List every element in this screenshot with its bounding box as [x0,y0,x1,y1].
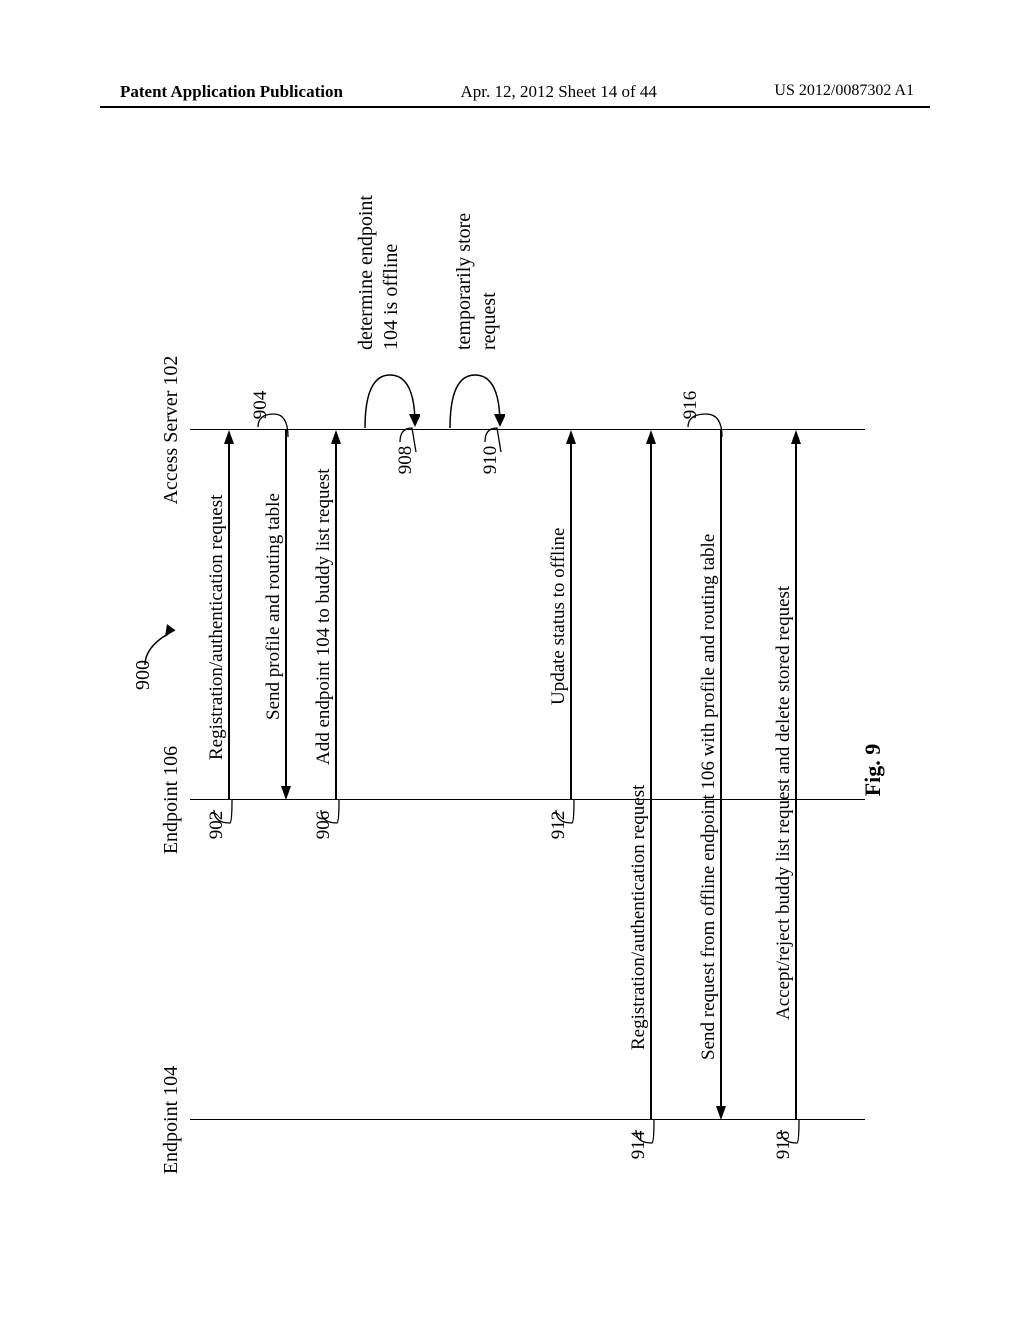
arrow-902 [228,442,230,800]
msg-916-label: Send request from offline endpoint 106 w… [698,534,720,1060]
hook-906 [319,795,341,825]
lifeline-server [190,429,865,430]
header-center: Apr. 12, 2012 Sheet 14 of 44 [460,82,656,102]
msg-908-label: determine endpoint 104 is offline [354,180,404,350]
msg-918-label: Accept/reject buddy list request and del… [773,586,795,1020]
hook-908 [398,426,420,454]
hook-918 [779,1115,801,1145]
header-right: US 2012/0087302 A1 [774,82,914,102]
arrow-916 [720,430,722,1106]
page-header: Patent Application Publication Apr. 12, … [0,82,1024,102]
self-loop-908 [360,360,420,430]
hook-916 [686,412,724,442]
arrow-918 [795,442,797,1120]
hook-912 [554,795,576,825]
sequence-diagram: Endpoint 104 Endpoint 106 Access Server … [140,160,890,1180]
arrow-914-head [646,430,656,444]
hook-914 [634,1115,656,1145]
arrow-918-head [791,430,801,444]
hook-910 [483,426,505,454]
header-rule [100,106,930,108]
hook-904 [256,412,290,442]
arrow-914 [650,442,652,1120]
arrow-904-head [281,786,291,800]
arrow-904 [285,430,287,786]
arrow-912-head [566,430,576,444]
lifeline-ep106 [190,799,865,800]
msg-912-label: Update status to offline [548,528,570,705]
arrow-906-head [331,430,341,444]
figure-label: Fig. 9 [860,730,886,810]
msg-906-label: Add endpoint 104 to buddy list request [313,468,335,765]
msg-910-label: temporarily store request [452,180,502,350]
hook-902 [212,795,234,825]
msg-902-label: Registration/authentication request [206,495,228,760]
lifeline-server-label: Access Server 102 [160,340,183,520]
arrow-916-head [716,1106,726,1120]
lifeline-ep104 [190,1119,865,1120]
self-loop-910 [445,360,505,430]
msg-914-label: Registration/authentication request [628,785,650,1050]
arrow-912 [570,442,572,800]
msg-904-label: Send profile and routing table [263,493,285,720]
arrow-902-head [224,430,234,444]
arrow-906 [335,442,337,800]
lifeline-ep104-label: Endpoint 104 [160,1030,183,1210]
lifeline-ep106-label: Endpoint 106 [160,710,183,890]
diagram-id-pointer [140,610,185,670]
header-left: Patent Application Publication [120,82,343,102]
